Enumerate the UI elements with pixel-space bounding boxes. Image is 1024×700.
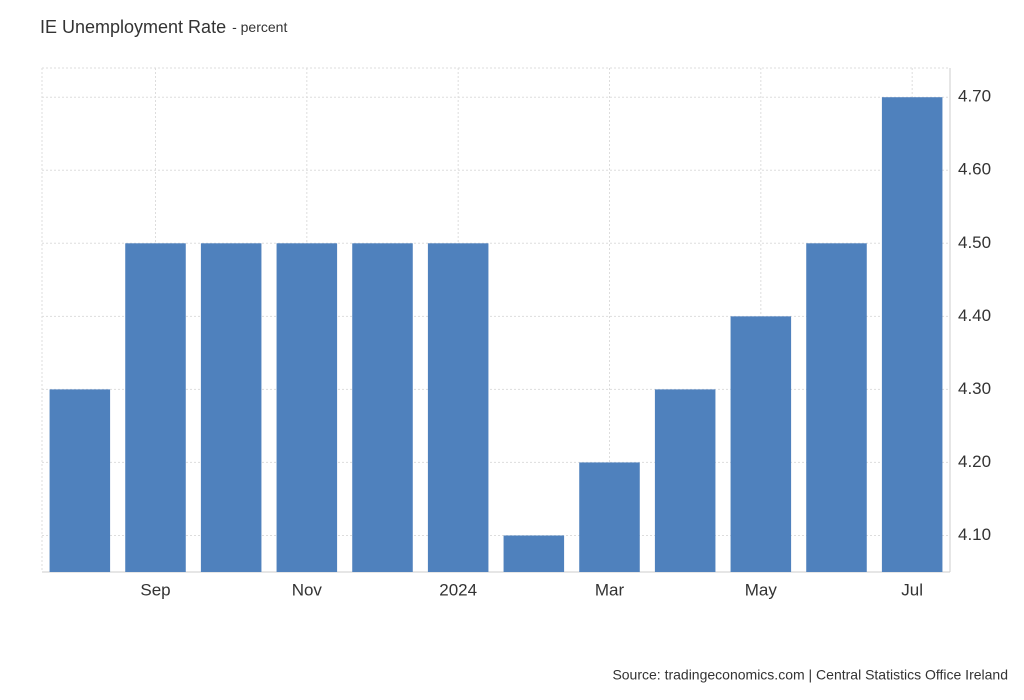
title: IE Unemployment Rate [40,17,226,37]
x-tick-label: Nov [292,580,323,599]
bar [654,389,716,572]
x-tick-label: 2024 [439,580,477,599]
x-tick-label: Mar [595,580,625,599]
y-tick-label: 4.70 [958,87,991,106]
y-tick-label: 4.10 [958,525,991,544]
subtitle: - percent [232,19,287,35]
y-tick-label: 4.40 [958,306,991,325]
x-tick-label: Sep [140,580,170,599]
bar [49,389,111,572]
chart-title: IE Unemployment Rate - percent [40,17,287,37]
x-tick-label: Jul [901,580,923,599]
y-tick-label: 4.20 [958,452,991,471]
bar [881,97,943,572]
bar [806,243,867,572]
bar [579,462,640,572]
x-tick-label: May [745,580,778,599]
bar [276,243,338,572]
bar [125,243,186,572]
bar [503,535,565,572]
bar [427,243,489,572]
y-tick-label: 4.60 [958,160,991,179]
y-tick-label: 4.50 [958,233,991,252]
bar [200,243,262,572]
bar [730,316,792,572]
source: Source: tradingeconomics.com | Central S… [612,667,1008,683]
y-tick-label: 4.30 [958,379,991,398]
bar [352,243,413,572]
